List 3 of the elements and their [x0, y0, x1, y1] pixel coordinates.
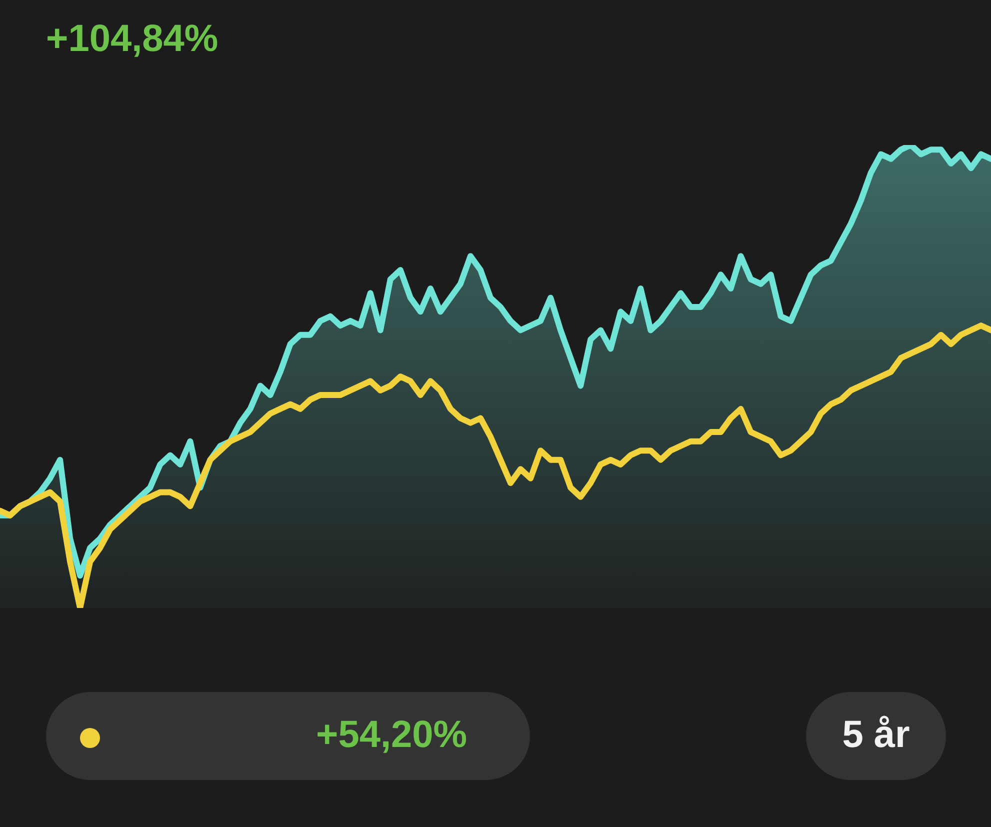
text: 5 år — [841, 714, 911, 757]
text: +104,84% — [46, 18, 218, 61]
text: +54,20% — [316, 714, 468, 757]
